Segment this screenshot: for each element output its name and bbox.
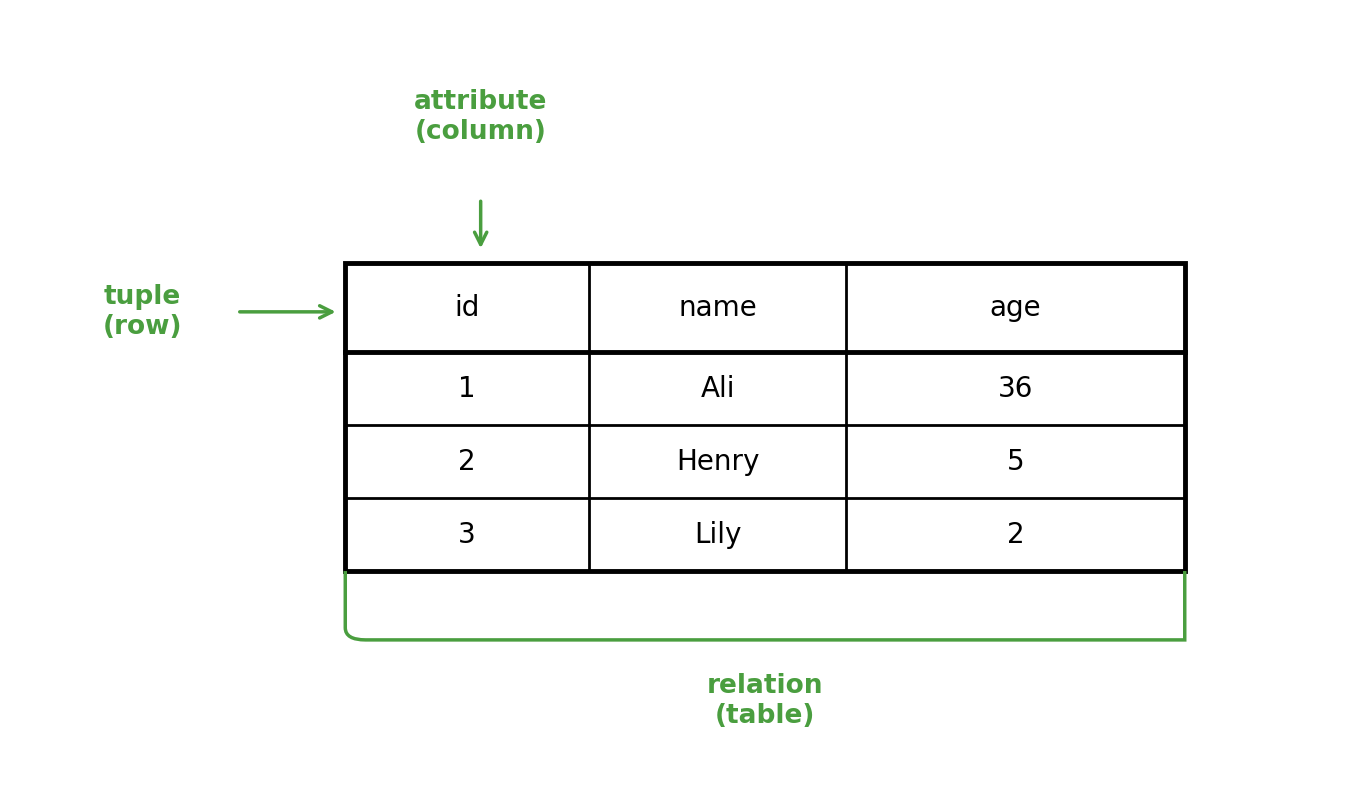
Text: name: name: [678, 294, 757, 322]
Text: 5: 5: [1006, 448, 1025, 475]
Text: Henry: Henry: [676, 448, 760, 475]
Text: 36: 36: [998, 375, 1033, 403]
Text: 3: 3: [458, 521, 477, 548]
Text: id: id: [455, 294, 479, 322]
Bar: [345, 263, 1185, 571]
Text: relation
(table): relation (table): [707, 672, 823, 729]
Text: age: age: [990, 294, 1041, 322]
Text: 1: 1: [458, 375, 477, 403]
Text: Ali: Ali: [700, 375, 735, 403]
Text: 2: 2: [458, 448, 477, 475]
Text: Lily: Lily: [695, 521, 741, 548]
Text: 2: 2: [1006, 521, 1025, 548]
Text: tuple
(row): tuple (row): [103, 284, 181, 340]
Text: attribute
(column): attribute (column): [414, 89, 547, 146]
